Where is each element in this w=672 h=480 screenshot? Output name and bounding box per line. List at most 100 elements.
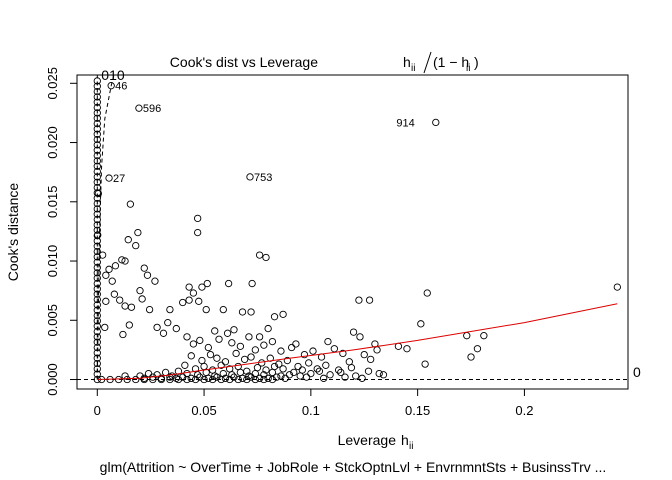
data-point	[135, 104, 143, 112]
data-point	[266, 354, 274, 362]
data-point	[189, 340, 198, 348]
data-point	[110, 290, 119, 298]
data-point	[277, 372, 285, 380]
stacked-point	[93, 189, 101, 197]
data-point	[260, 341, 268, 349]
data-point	[245, 333, 253, 341]
data-point	[423, 289, 431, 297]
data-point	[337, 368, 345, 377]
data-point	[352, 372, 360, 380]
data-point	[375, 369, 383, 378]
stacked-point	[93, 215, 101, 224]
chart-title-formula-denominator-sub: ii	[466, 63, 470, 74]
data-point	[367, 355, 375, 364]
y-tick-label: 0.020	[45, 126, 60, 159]
data-point	[221, 358, 230, 366]
data-point	[379, 371, 388, 379]
stacked-point	[93, 125, 101, 133]
data-point	[140, 375, 148, 384]
data-point	[183, 333, 191, 341]
stacked-point	[93, 301, 101, 309]
stacked-point	[93, 365, 101, 373]
data-point	[255, 333, 264, 341]
data-point	[349, 328, 358, 336]
x-tick-label: 0	[94, 403, 101, 418]
stacked-point	[93, 226, 101, 234]
point-label: 46	[115, 81, 127, 93]
data-point	[185, 283, 193, 291]
data-point	[183, 375, 191, 384]
data-point	[364, 367, 373, 375]
y-tick-label: 0.025	[45, 67, 60, 100]
data-point	[200, 375, 208, 384]
data-point	[248, 279, 256, 288]
data-point	[196, 373, 204, 381]
data-point	[224, 279, 233, 288]
stacked-point	[93, 178, 101, 186]
stacked-point	[93, 370, 101, 378]
data-point	[159, 329, 168, 337]
data-point	[347, 364, 356, 372]
data-point	[247, 353, 255, 361]
data-point	[94, 189, 103, 198]
data-point	[320, 374, 328, 382]
data-point	[132, 241, 140, 250]
data-point	[287, 343, 296, 352]
data-point	[305, 359, 313, 367]
data-point	[213, 354, 221, 362]
data-point	[151, 277, 159, 285]
stacked-point	[93, 221, 101, 229]
stacked-point	[93, 359, 101, 368]
data-point	[107, 82, 115, 90]
stacked-point	[93, 210, 101, 218]
data-point	[255, 374, 264, 382]
data-point	[279, 365, 287, 373]
data-point	[246, 173, 254, 181]
data-point	[118, 256, 126, 264]
data-point	[195, 297, 203, 305]
data-point	[102, 271, 110, 279]
stacked-point	[93, 322, 101, 330]
data-point	[294, 362, 302, 371]
data-point	[206, 350, 215, 359]
data-point	[203, 279, 211, 288]
data-point	[268, 337, 277, 346]
data-point	[309, 347, 317, 355]
stacked-point	[93, 253, 101, 261]
data-point	[208, 375, 217, 384]
data-point	[473, 345, 482, 353]
data-point	[228, 371, 236, 379]
smooth-fit-path	[97, 303, 618, 380]
data-point	[262, 253, 270, 262]
data-point	[136, 372, 144, 380]
data-point	[315, 367, 324, 375]
x-tick-label: 0.2	[515, 403, 533, 418]
data-point	[187, 352, 195, 360]
stacked-point	[93, 269, 101, 277]
data-point	[240, 355, 249, 364]
chart-title-fraction-slash	[423, 51, 432, 74]
data-point	[264, 374, 272, 382]
stacked-point	[93, 157, 101, 165]
data-point	[273, 373, 281, 381]
point-label: 596	[143, 103, 161, 115]
data-point	[138, 295, 146, 303]
data-point	[153, 371, 161, 379]
data-point	[322, 361, 330, 369]
data-point	[334, 366, 343, 374]
stacked-point	[93, 194, 101, 202]
stacked-point	[93, 279, 101, 288]
stacked-point	[93, 77, 101, 85]
point-label: 27	[113, 173, 125, 185]
x-tick-label: 0.1	[302, 403, 320, 418]
data-point	[140, 264, 148, 272]
stacked-point	[93, 119, 101, 128]
point-labels: 914 753 596 46 27 010	[101, 67, 414, 185]
data-point	[247, 373, 255, 381]
data-point	[105, 174, 113, 182]
x-tick-label: 0.15	[405, 403, 430, 418]
data-point	[191, 375, 200, 384]
chart-title-formula-h: h	[403, 54, 411, 70]
data-point	[149, 375, 157, 384]
